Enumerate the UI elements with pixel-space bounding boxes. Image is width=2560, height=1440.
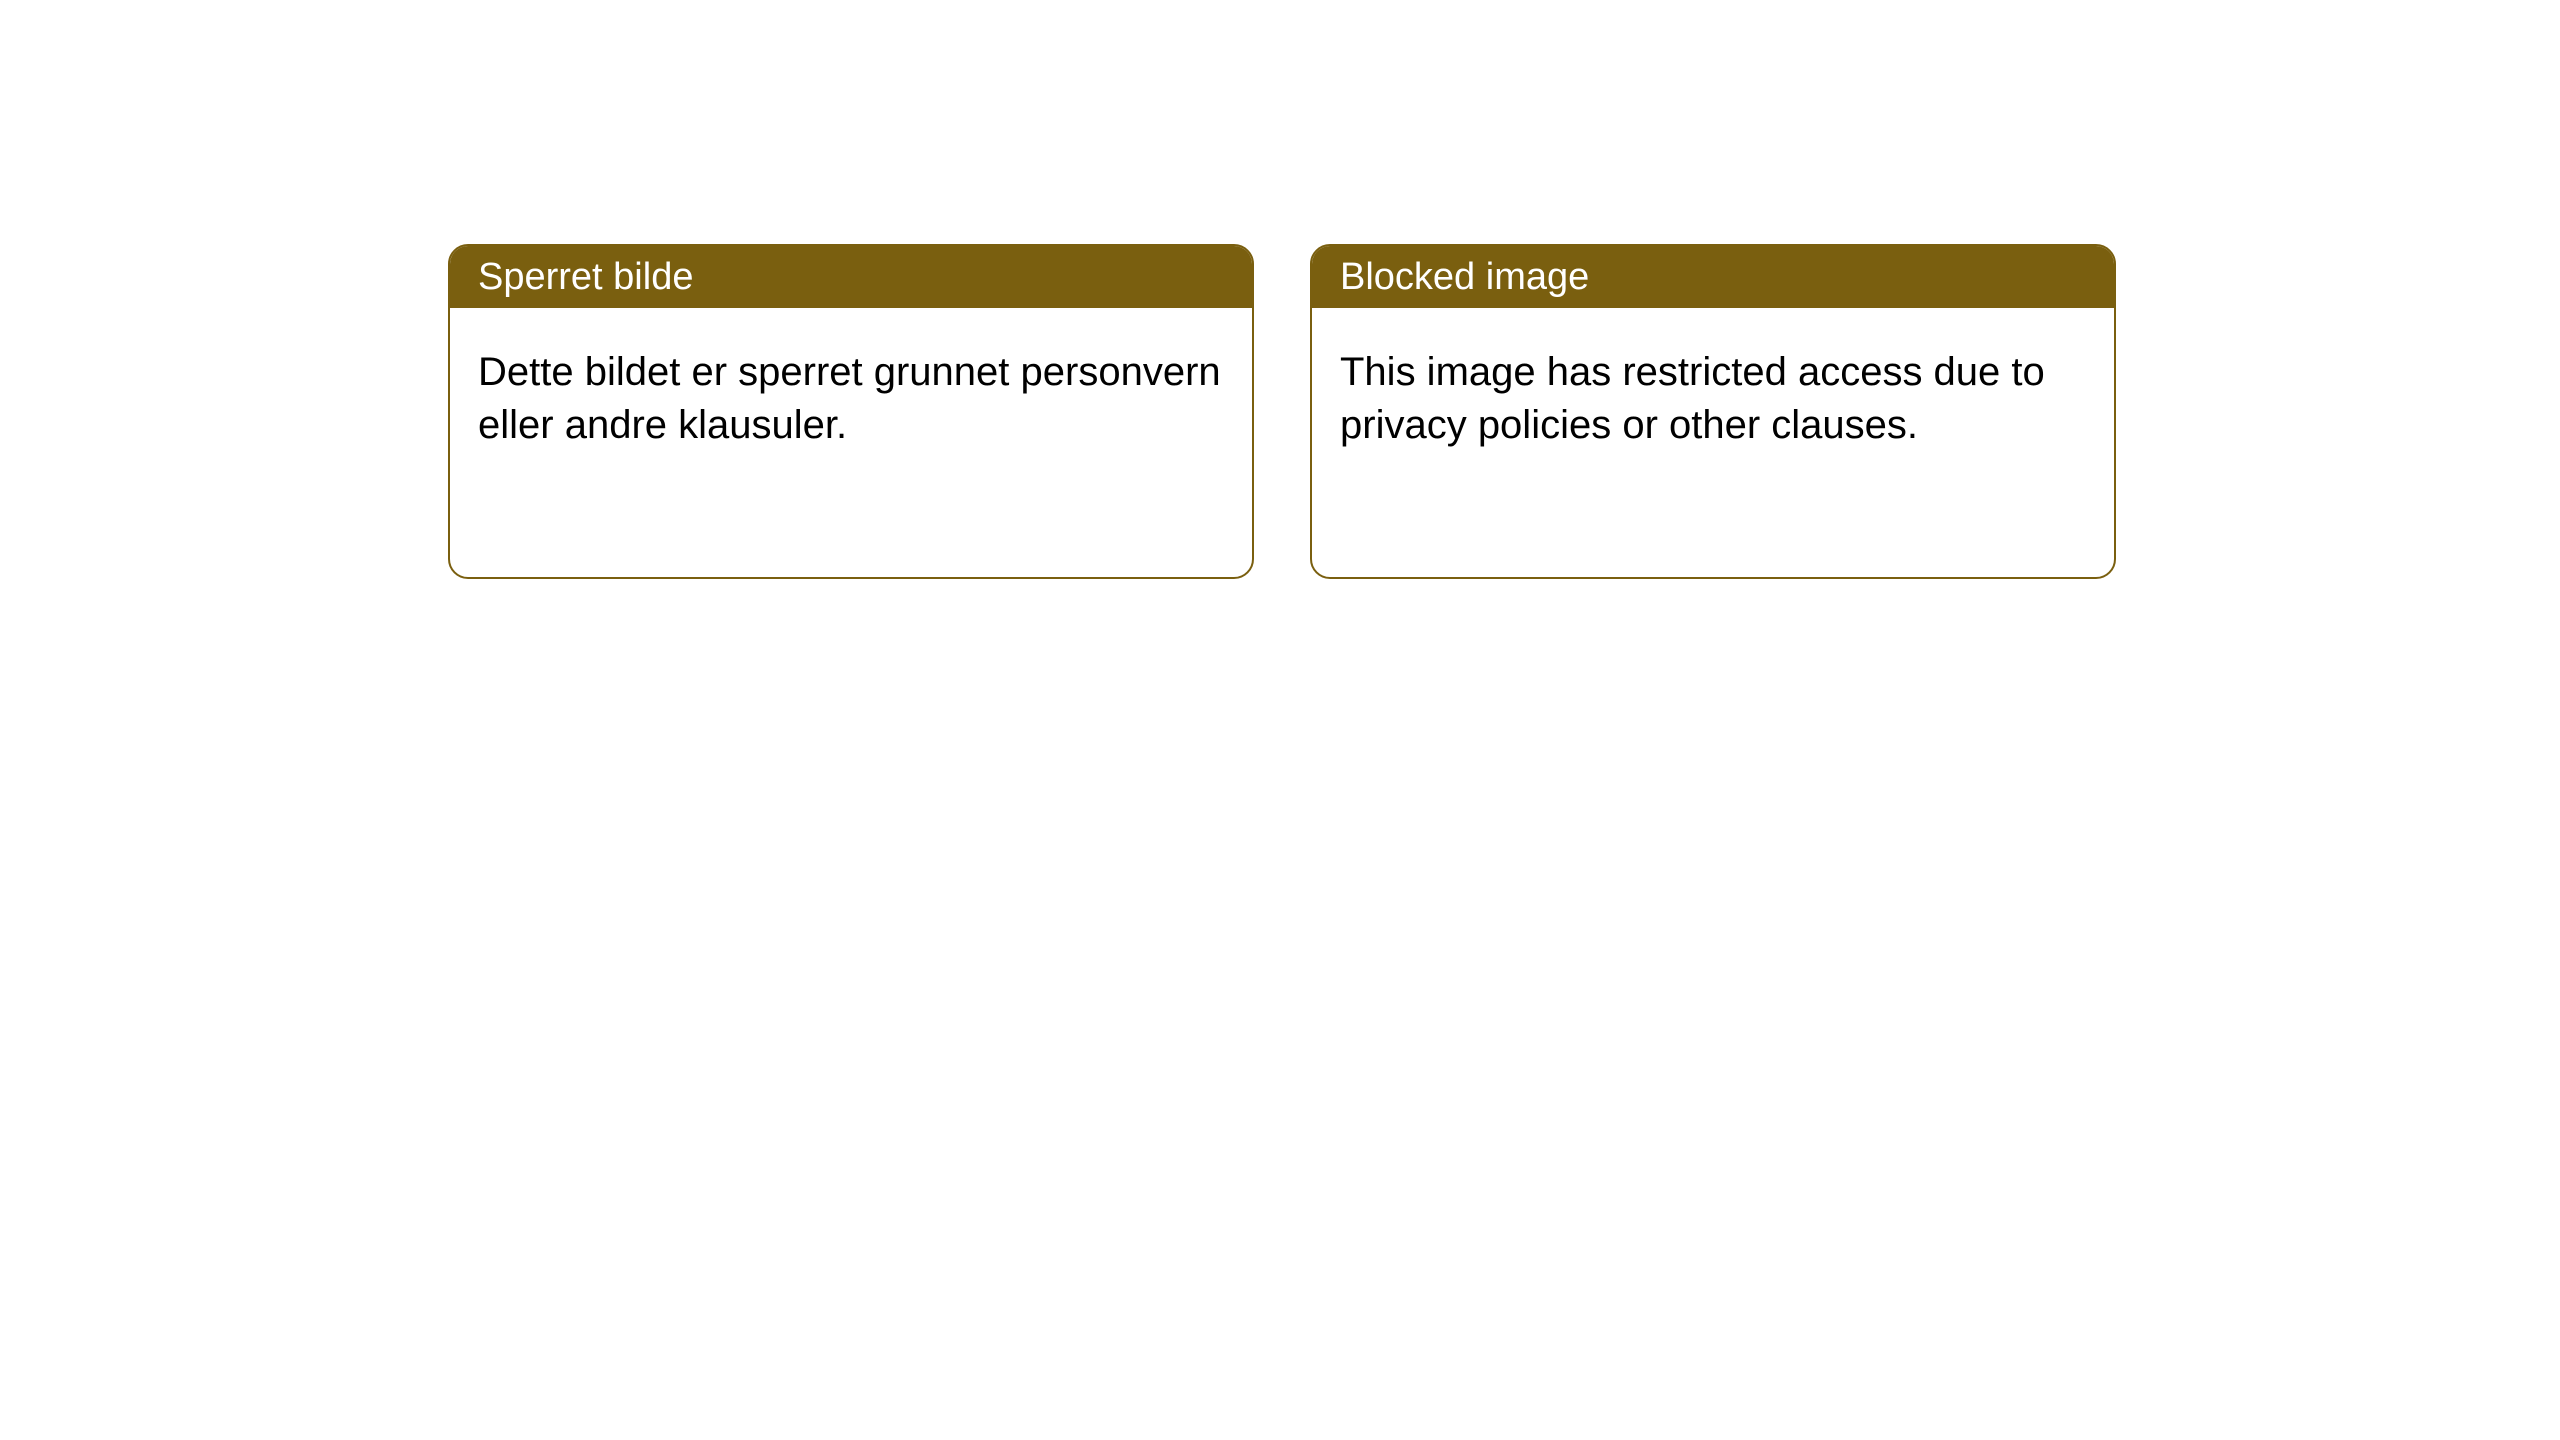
card-body-text: This image has restricted access due to …: [1340, 350, 2045, 447]
card-body: This image has restricted access due to …: [1312, 308, 2114, 490]
notice-container: Sperret bilde Dette bildet er sperret gr…: [448, 244, 2116, 579]
card-body: Dette bildet er sperret grunnet personve…: [450, 308, 1252, 490]
card-body-text: Dette bildet er sperret grunnet personve…: [478, 350, 1221, 447]
card-header-title: Sperret bilde: [478, 256, 693, 299]
card-header-title: Blocked image: [1340, 256, 1589, 299]
blocked-image-card-no: Sperret bilde Dette bildet er sperret gr…: [448, 244, 1254, 579]
card-header: Blocked image: [1312, 246, 2114, 308]
card-header: Sperret bilde: [450, 246, 1252, 308]
blocked-image-card-en: Blocked image This image has restricted …: [1310, 244, 2116, 579]
